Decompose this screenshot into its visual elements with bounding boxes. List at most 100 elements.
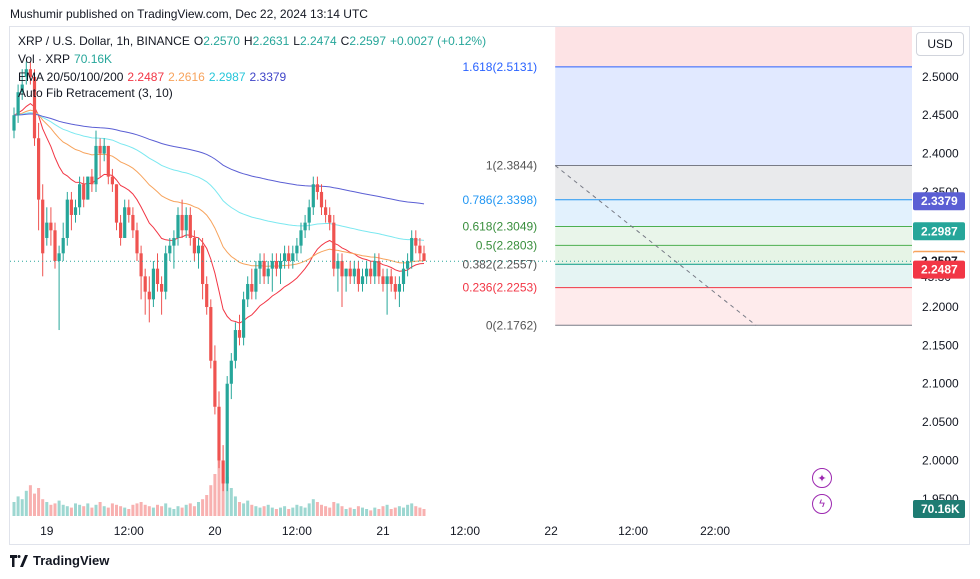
volume-bar [283, 506, 287, 516]
candle-body [311, 184, 315, 208]
y-tick-label: 2.5000 [922, 70, 959, 84]
volume-bar [385, 504, 389, 516]
volume-bar [336, 503, 340, 516]
price-badge-bg [913, 222, 965, 241]
price-badge-label: 2.2987 [921, 224, 958, 238]
candle-body [61, 237, 65, 254]
x-tick-label: 12:00 [618, 524, 648, 538]
volume-bar [164, 503, 168, 516]
volume-bar [180, 507, 184, 516]
volume-bar [295, 504, 299, 516]
y-tick-label: 2.4500 [922, 108, 959, 122]
volume-bar [176, 506, 180, 516]
volume-bar [246, 500, 250, 516]
candle-body [246, 284, 250, 300]
fib-zone [555, 245, 912, 265]
legend-volume: Vol · XRP 70.16K [18, 52, 116, 66]
candle-body [192, 237, 196, 254]
candle-body [389, 276, 393, 285]
candle-body [180, 214, 184, 231]
candle-body [348, 268, 352, 277]
candle-body [98, 145, 102, 154]
currency-label: USD [927, 37, 953, 51]
ema100-line [13, 112, 425, 241]
volume-bar [279, 507, 282, 516]
volume-bar [37, 488, 41, 516]
x-tick-label: 19 [40, 524, 54, 538]
y-tick-label: 2.1500 [922, 338, 959, 352]
x-tick-label: 12:00 [114, 524, 144, 538]
volume-bar [28, 485, 32, 516]
candle-body [151, 268, 155, 300]
candle-body [254, 268, 258, 292]
volume-bar [201, 499, 205, 516]
x-tick-label: 12:00 [282, 524, 312, 538]
candle-body [274, 260, 278, 269]
volume-badge-bg [913, 500, 965, 518]
candle-body [418, 245, 422, 254]
candle-body [373, 260, 377, 277]
candle-body [20, 84, 24, 93]
volume-bar [311, 499, 315, 516]
x-tick-label: 21 [376, 524, 390, 538]
currency-button[interactable]: USD [916, 32, 964, 56]
legend-open: 2.2570 [203, 34, 240, 48]
candle-body [205, 284, 209, 308]
candle-body [114, 184, 119, 223]
y-tick-label: 2.0500 [922, 415, 959, 429]
fib-zone [555, 264, 912, 288]
fib-zone [555, 226, 912, 246]
volume-bar [324, 506, 328, 516]
legend-ema200: 2.3379 [249, 70, 287, 84]
volume-bar [348, 507, 352, 516]
lightning-icon[interactable]: ϟ [812, 494, 832, 514]
volume-bar [328, 507, 332, 516]
candle-body [143, 276, 147, 292]
ema20-line [13, 102, 425, 324]
fib-zone [555, 66, 912, 166]
volume-bar [209, 485, 213, 516]
candle-body [32, 76, 37, 139]
volume-bar [205, 495, 209, 516]
x-tick-label: 20 [208, 524, 222, 538]
candle-body [307, 207, 311, 223]
volume-bar [119, 506, 123, 516]
volume-bar [135, 503, 139, 516]
volume-bar [49, 504, 53, 516]
fib-zone [555, 165, 912, 200]
volume-bar [24, 490, 28, 516]
volume-bar [20, 499, 24, 516]
volume-bar [238, 502, 241, 516]
ema200-line [13, 113, 425, 205]
volume-bar [258, 507, 262, 516]
sparkle-icon[interactable]: ✦ [812, 468, 832, 488]
volume-bar [414, 506, 418, 516]
legend-high: 2.2631 [252, 34, 290, 48]
candle-body [303, 222, 307, 231]
candle-body [45, 222, 49, 238]
legend-low: 2.2474 [299, 34, 337, 48]
candle-body [188, 214, 192, 238]
legend-change: +0.0027 (+0.12%) [390, 34, 487, 48]
candle-body [16, 92, 20, 116]
volume-bar [69, 507, 73, 516]
legend-volume-label: Vol · XRP [18, 52, 71, 66]
volume-bar [299, 506, 303, 516]
volume-bar [356, 506, 360, 516]
candle-body [135, 230, 139, 254]
x-tick-label: 22 [544, 524, 558, 538]
y-tick-label: 2.4000 [922, 147, 959, 161]
legend-volume-value: 70.16K [74, 52, 113, 66]
candle-body [160, 284, 164, 292]
candle-body [78, 184, 82, 208]
legend-fib-label: Auto Fib Retracement (3, 10) [18, 86, 173, 100]
candle-body [377, 260, 381, 277]
candle-body [401, 268, 406, 285]
volume-bar [315, 502, 319, 516]
candle-body [209, 307, 213, 361]
candle-body [385, 276, 389, 285]
volume-bar [57, 500, 61, 516]
ema50-line [13, 109, 424, 267]
volume-bar [291, 507, 295, 516]
